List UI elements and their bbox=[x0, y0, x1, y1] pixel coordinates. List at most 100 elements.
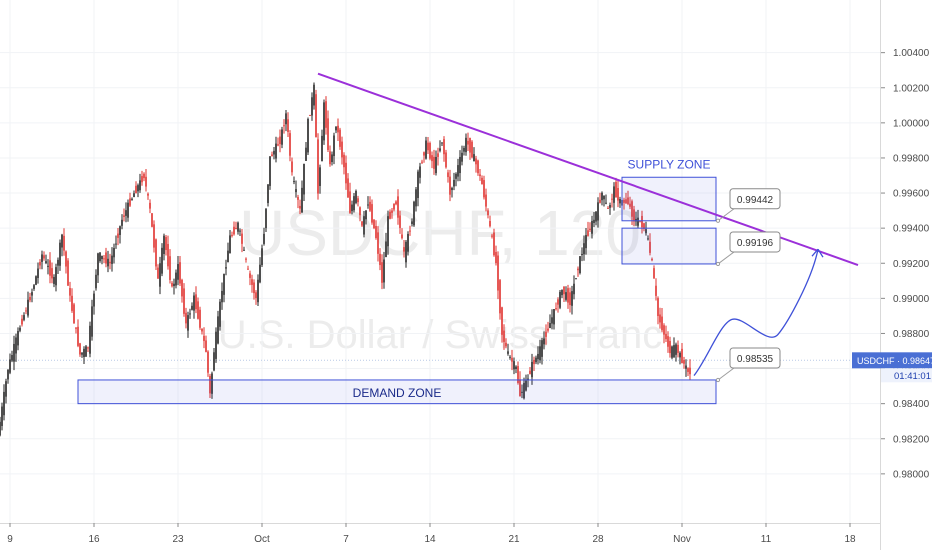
candle-body bbox=[123, 215, 125, 217]
candle-body bbox=[553, 309, 555, 325]
candle-body bbox=[551, 317, 553, 324]
candle-body bbox=[121, 219, 123, 226]
candle-body bbox=[195, 294, 197, 310]
candle-body bbox=[361, 221, 363, 226]
candle-body bbox=[359, 207, 361, 216]
callout-leader-0 bbox=[717, 208, 735, 222]
y-tick-label: 0.98400 bbox=[893, 399, 930, 410]
candle-body bbox=[491, 235, 493, 237]
candle-body bbox=[423, 152, 425, 156]
candle-body bbox=[671, 346, 673, 358]
candle-body bbox=[181, 279, 183, 297]
zone-box-1[interactable] bbox=[621, 227, 717, 265]
candle-body bbox=[209, 375, 211, 394]
candle-body bbox=[287, 119, 289, 132]
candle-body bbox=[125, 210, 127, 216]
callout-box-0[interactable] bbox=[729, 188, 781, 210]
projection-path[interactable] bbox=[693, 249, 819, 376]
candle-body bbox=[231, 234, 233, 236]
candle-body bbox=[357, 198, 359, 203]
candle-body bbox=[387, 216, 389, 247]
candle-body bbox=[677, 344, 679, 353]
candle-body bbox=[151, 213, 153, 227]
candle-body bbox=[627, 197, 629, 204]
candle-body bbox=[541, 340, 543, 357]
candle-body bbox=[449, 176, 451, 195]
candle-body bbox=[451, 187, 453, 191]
candle-body bbox=[377, 232, 379, 254]
candle-body bbox=[619, 199, 621, 204]
candle-body bbox=[99, 252, 101, 262]
candle-body bbox=[133, 193, 135, 198]
candle-body bbox=[373, 219, 375, 229]
candle-body bbox=[187, 315, 189, 331]
candle-body bbox=[295, 189, 297, 193]
candle-body bbox=[587, 230, 589, 236]
candle-body bbox=[119, 226, 121, 235]
candle-body bbox=[141, 176, 143, 183]
candle-body bbox=[385, 241, 387, 258]
candle-body bbox=[221, 290, 223, 303]
candle-body bbox=[289, 133, 291, 156]
candle-body bbox=[17, 331, 19, 346]
candle-body bbox=[143, 173, 145, 179]
callout-leader-2 bbox=[717, 367, 735, 381]
callout-box-2[interactable] bbox=[729, 347, 781, 369]
candle-body bbox=[303, 163, 305, 195]
candle-body bbox=[155, 239, 157, 267]
candle-body bbox=[651, 258, 653, 261]
time-axis-panel bbox=[0, 523, 881, 550]
candle-body bbox=[683, 360, 685, 364]
candle-body bbox=[401, 234, 403, 239]
price-label-text: USDCHF · 0.98647 bbox=[857, 356, 932, 366]
zone-box-2[interactable] bbox=[77, 379, 717, 405]
candle-body bbox=[331, 154, 333, 163]
candle-body bbox=[337, 125, 339, 133]
zone-label-0: SUPPLY ZONE bbox=[628, 157, 711, 171]
candle-body bbox=[403, 247, 405, 252]
candle-body bbox=[637, 217, 639, 226]
candle-body bbox=[37, 268, 39, 278]
candle-body bbox=[561, 289, 563, 296]
x-tick-label: 14 bbox=[424, 534, 436, 545]
candle-body bbox=[669, 340, 671, 354]
candle-body bbox=[345, 162, 347, 184]
candle-body bbox=[563, 286, 565, 295]
candle-body bbox=[175, 272, 177, 286]
y-tick-label: 0.99200 bbox=[893, 259, 930, 270]
candle-body bbox=[139, 180, 141, 191]
candle-body bbox=[565, 292, 567, 300]
candle-body bbox=[479, 174, 481, 177]
y-tick-label: 0.99600 bbox=[893, 189, 930, 200]
candle-body bbox=[519, 379, 521, 397]
candle-body bbox=[55, 267, 57, 286]
candle-body bbox=[213, 352, 215, 371]
callout-box-1[interactable] bbox=[729, 231, 781, 253]
candle-body bbox=[293, 181, 295, 183]
candle-body bbox=[405, 241, 407, 263]
candle-body bbox=[417, 171, 419, 198]
candle-body bbox=[47, 265, 49, 267]
candle-body bbox=[653, 268, 655, 279]
candle-body bbox=[81, 352, 83, 355]
candle-body bbox=[153, 224, 155, 248]
candle-body bbox=[531, 361, 533, 378]
x-tick-label: 9 bbox=[7, 534, 13, 545]
candle-body bbox=[159, 263, 161, 287]
candle-body bbox=[291, 161, 293, 173]
candle-body bbox=[597, 202, 599, 221]
candle-body bbox=[129, 198, 131, 206]
candle-body bbox=[375, 225, 377, 239]
candle-body bbox=[45, 261, 47, 264]
candle-body bbox=[689, 367, 691, 375]
candle-body bbox=[247, 268, 249, 270]
candle-body bbox=[555, 308, 557, 310]
candle-body bbox=[571, 291, 573, 306]
candle-body bbox=[515, 366, 517, 369]
candle-body bbox=[343, 154, 345, 168]
candle-body bbox=[527, 378, 529, 380]
price-label-box[interactable] bbox=[852, 352, 932, 369]
candle-body bbox=[521, 391, 523, 393]
